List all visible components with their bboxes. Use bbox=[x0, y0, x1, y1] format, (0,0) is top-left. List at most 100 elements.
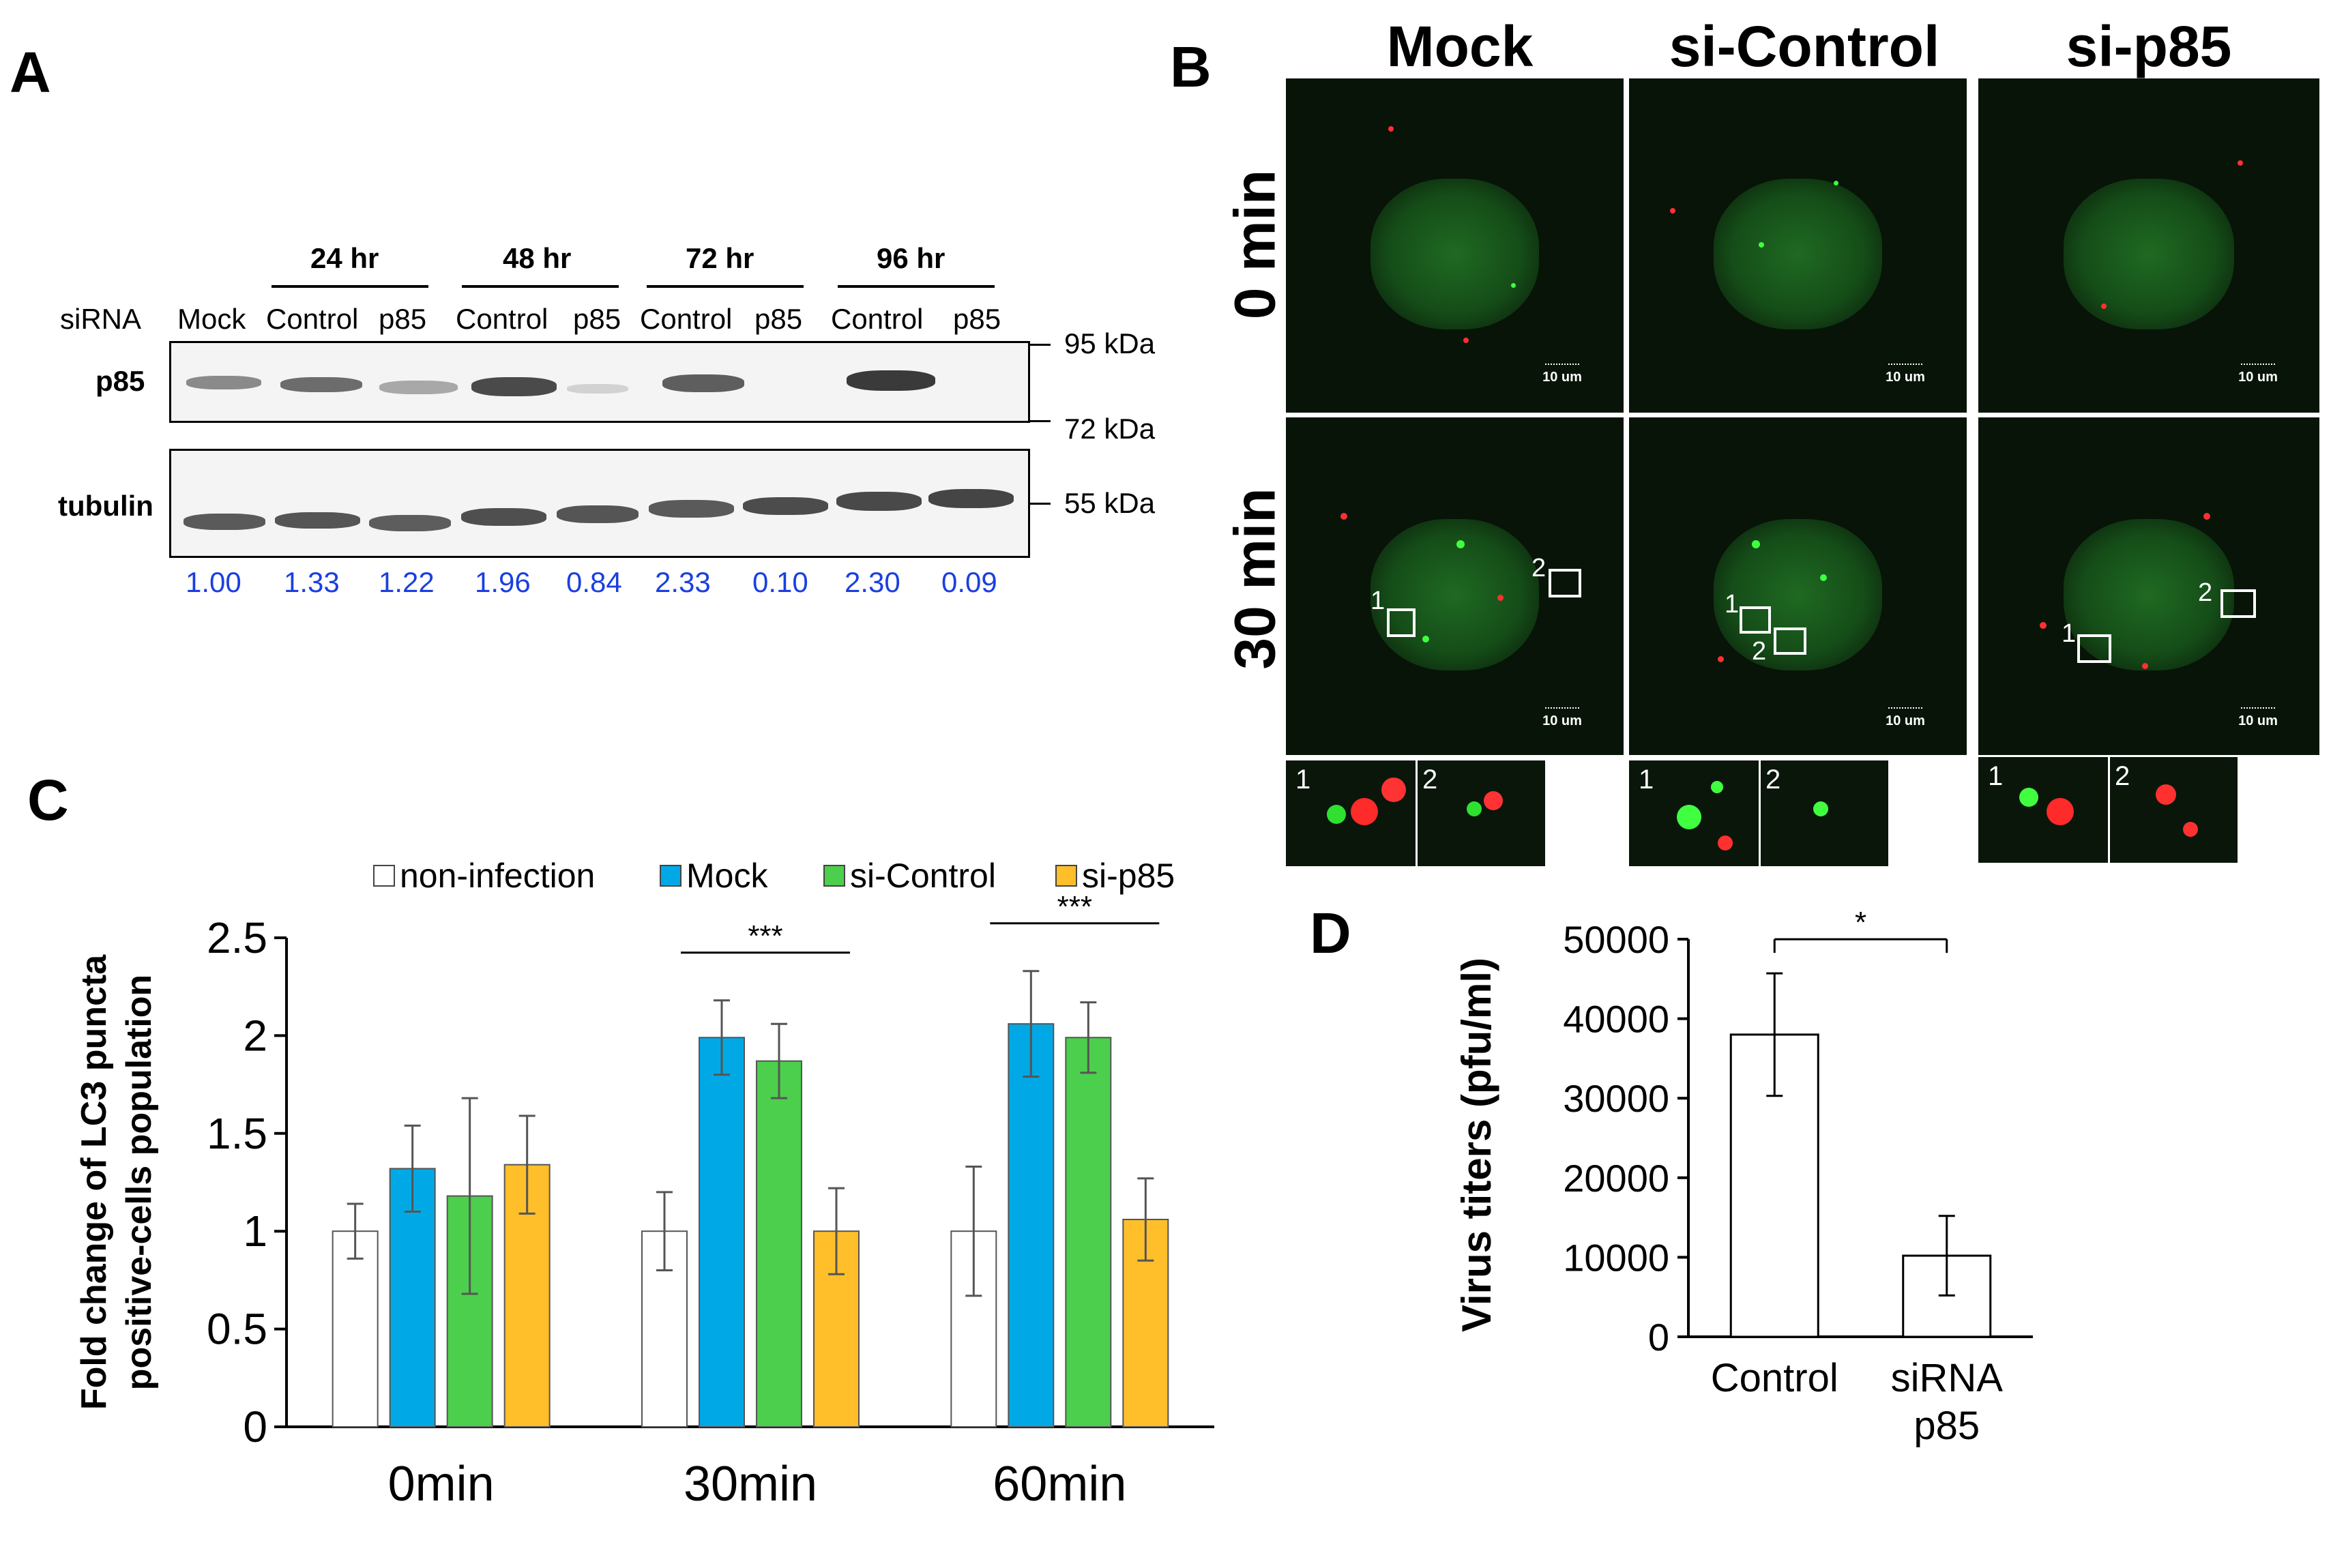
micrograph-mock-0min: 10 um bbox=[1286, 78, 1624, 413]
punctum bbox=[2142, 663, 2148, 669]
y-tick-label: 2.5 bbox=[207, 913, 267, 962]
lane-label: p85 bbox=[953, 303, 1001, 335]
micrograph-si-p85-30min: 1 2 10 um bbox=[1978, 417, 2319, 755]
x-tick-label: 60min bbox=[993, 1457, 1126, 1511]
roi-box-1 bbox=[1740, 606, 1771, 634]
punctum bbox=[1759, 242, 1764, 248]
chart-virus-titers: 0 10000 20000 30000 40000 50000 Virus titers (… bbox=[1454, 906, 2033, 1448]
quant-value: 0.09 bbox=[941, 566, 997, 598]
bar bbox=[756, 1060, 802, 1428]
legend-swatch bbox=[1055, 865, 1077, 887]
quant-value: 0.10 bbox=[752, 566, 808, 598]
roi-box-2 bbox=[1774, 627, 1806, 655]
roi-label: 2 bbox=[1752, 637, 1767, 666]
panel-label-a: A bbox=[10, 40, 51, 104]
punctum bbox=[1677, 805, 1701, 829]
significance-label: * bbox=[1855, 906, 1866, 939]
quant-value: 1.22 bbox=[379, 566, 435, 598]
scale-bar: 10 um bbox=[1878, 364, 1933, 385]
roi-label: 1 bbox=[1370, 587, 1386, 615]
blot-band bbox=[275, 512, 360, 529]
significance-label: *** bbox=[748, 919, 782, 953]
y-tick-label: 2 bbox=[243, 1011, 267, 1060]
bar bbox=[1008, 1023, 1055, 1428]
legend-label: non-infection bbox=[400, 857, 595, 895]
x-tick-label: 30min bbox=[684, 1457, 817, 1511]
column-title-si-control: si-Control bbox=[1669, 14, 1940, 78]
blot-strip-tubulin bbox=[169, 449, 1030, 558]
blot-band bbox=[471, 377, 557, 396]
inset-label: 1 bbox=[1295, 765, 1311, 795]
timepoint-48hr: 48 hr bbox=[503, 242, 572, 274]
y-axis-label: Virus titers (pfu/ml) bbox=[1454, 958, 1499, 1332]
blot-band bbox=[743, 497, 828, 515]
punctum bbox=[1381, 778, 1406, 802]
blot-band bbox=[649, 500, 734, 518]
scale-bar: 10 um bbox=[2231, 364, 2285, 385]
timepoint-72hr: 72 hr bbox=[686, 242, 754, 274]
inset-label: 1 bbox=[1639, 765, 1654, 795]
blot-strip-p85 bbox=[169, 341, 1030, 423]
y-tick-label: 40000 bbox=[1563, 998, 1669, 1041]
micrograph-si-control-0min: 10 um bbox=[1629, 78, 1967, 413]
lane-label: p85 bbox=[573, 303, 621, 335]
x-tick-label: 0min bbox=[388, 1457, 495, 1511]
lane-label: Control bbox=[831, 303, 924, 335]
column-title-mock: Mock bbox=[1386, 14, 1534, 78]
blot-band bbox=[847, 370, 935, 391]
x-tick-label: siRNA bbox=[1891, 1356, 2004, 1400]
punctum bbox=[1456, 540, 1465, 548]
punctum bbox=[1467, 801, 1482, 816]
panel-label-d: D bbox=[1310, 901, 1351, 965]
y-tick-label: 30000 bbox=[1563, 1077, 1669, 1120]
roi-label: 1 bbox=[2062, 619, 2077, 648]
marker-95kda: 95 kDa bbox=[1064, 327, 1156, 359]
punctum bbox=[1388, 126, 1394, 132]
inset-divider bbox=[1416, 760, 1418, 866]
inset-label: 1 bbox=[1988, 761, 2004, 791]
timepoint-underline bbox=[462, 285, 619, 288]
marker-tick bbox=[1030, 344, 1051, 346]
significance-label: *** bbox=[1057, 890, 1092, 923]
punctum bbox=[1718, 656, 1724, 662]
roi-box-1 bbox=[2077, 634, 2111, 663]
x-tick-label: p85 bbox=[1914, 1404, 1980, 1448]
marker-tick bbox=[1030, 420, 1051, 422]
blot-band bbox=[928, 489, 1014, 508]
punctum bbox=[1497, 595, 1504, 601]
timepoint-96hr: 96 hr bbox=[877, 242, 945, 274]
roi-box-1 bbox=[1387, 608, 1416, 637]
legend-label: si-Control bbox=[850, 857, 996, 895]
blot-band bbox=[369, 515, 451, 531]
punctum bbox=[1422, 636, 1429, 642]
inset-label: 2 bbox=[1765, 765, 1781, 795]
punctum bbox=[2019, 788, 2038, 807]
row-title-0min: 0 min bbox=[1222, 169, 1287, 320]
scale-bar: 10 um bbox=[1535, 364, 1589, 385]
blot-band bbox=[557, 505, 639, 523]
punctum bbox=[1484, 791, 1503, 810]
row-title-30min: 30 min bbox=[1222, 488, 1287, 670]
timepoint-underline bbox=[272, 285, 428, 288]
punctum bbox=[2183, 822, 2198, 837]
roi-label: 2 bbox=[1531, 554, 1546, 582]
bar bbox=[1065, 1037, 1112, 1428]
inset-si-p85: 1 2 bbox=[1978, 757, 2238, 863]
micrograph-mock-30min: 1 2 10 um bbox=[1286, 417, 1624, 755]
lane-label: Mock bbox=[177, 303, 246, 335]
blot-band bbox=[836, 492, 922, 511]
lane-label: Control bbox=[640, 303, 733, 335]
blot-band bbox=[567, 384, 628, 394]
quant-value: 2.30 bbox=[845, 566, 900, 598]
roi-label: 2 bbox=[2198, 578, 2213, 607]
punctum bbox=[1511, 283, 1516, 288]
row-label-p85: p85 bbox=[96, 365, 145, 397]
timepoint-underline bbox=[838, 285, 995, 288]
micrograph-si-p85-0min: 10 um bbox=[1978, 78, 2319, 413]
y-tick-label: 50000 bbox=[1563, 918, 1669, 961]
blot-band bbox=[461, 508, 546, 526]
roi-box-2 bbox=[2220, 589, 2256, 618]
y-tick-label: 1 bbox=[243, 1207, 267, 1256]
blot-band bbox=[662, 374, 744, 392]
punctum bbox=[1718, 835, 1733, 850]
